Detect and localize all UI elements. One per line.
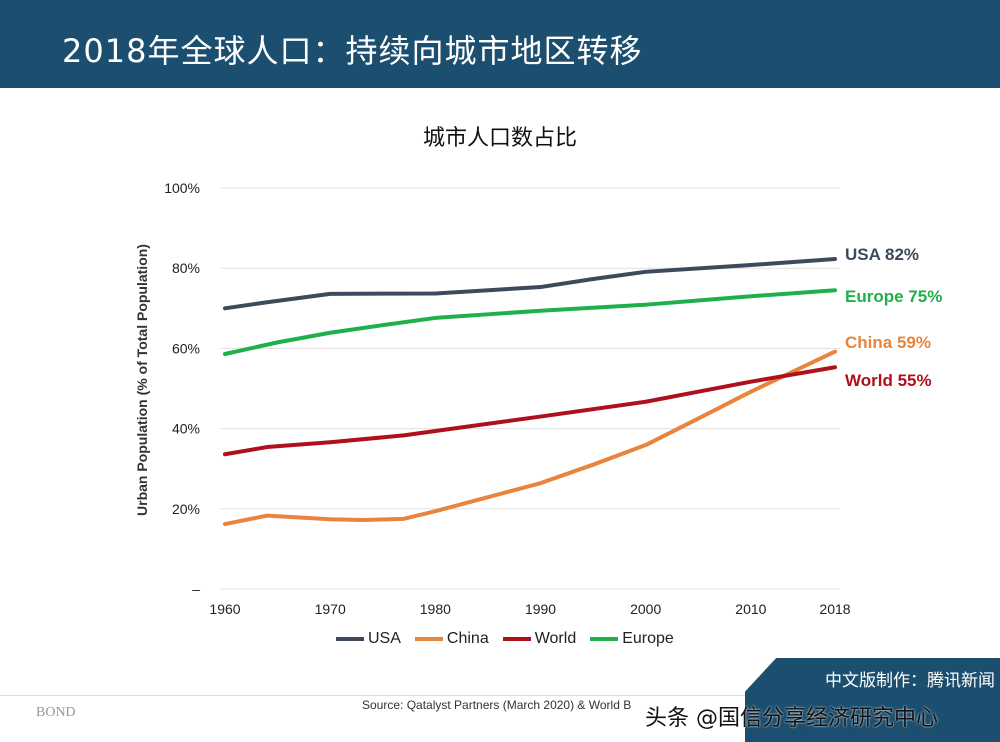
source-note: Source: Qatalyst Partners (March 2020) &…: [362, 698, 632, 712]
x-tick-label: 1990: [525, 601, 556, 617]
end-label-china: China 59%: [845, 333, 931, 352]
x-tick-label: 2018: [819, 601, 850, 617]
legend-swatch: [502, 637, 531, 641]
legend-item-europe: Europe: [590, 630, 674, 648]
page-title: 2018年全球人口：持续向城市地区转移: [62, 32, 643, 70]
series-line-europe: [223, 288, 837, 357]
producer-badge: 中文版制作：腾讯新闻: [745, 658, 1000, 742]
legend: USA China World Europe: [336, 630, 674, 648]
legend-item-world: World: [502, 630, 577, 648]
series-line-usa: [223, 256, 837, 311]
y-tick-label: 60%: [172, 340, 200, 356]
legend-swatch: [336, 637, 364, 641]
watermark: 头条 @国信分享经济研究中心: [645, 706, 938, 731]
y-axis-label: Urban Population (% of Total Population): [134, 244, 150, 516]
x-tick-label: 1980: [420, 601, 451, 617]
legend-label: USA: [368, 630, 401, 647]
legend-swatch: [590, 637, 619, 641]
legend-item-china: China: [414, 630, 489, 648]
legend-label: China: [446, 630, 489, 647]
legend-item-usa: USA: [336, 630, 401, 648]
badge-text: 中文版制作：腾讯新闻: [825, 671, 995, 691]
end-label-world: World 55%: [845, 371, 932, 390]
series-line-world: [223, 365, 837, 457]
y-tick-label: 40%: [172, 421, 200, 437]
divider: [0, 695, 1000, 696]
end-label-europe: Europe 75%: [845, 287, 942, 306]
legend-swatch: [414, 637, 443, 641]
x-tick-label: 1960: [209, 601, 240, 617]
y-tick-label: –: [192, 581, 200, 597]
y-tick-label: 100%: [164, 180, 200, 196]
x-tick-label: 2010: [735, 601, 766, 617]
legend-label: Europe: [622, 630, 674, 647]
y-tick-label: 20%: [172, 501, 200, 517]
series-line-china: [223, 349, 837, 527]
y-tick-label: 80%: [172, 260, 200, 276]
x-tick-label: 1970: [315, 601, 346, 617]
bond-logo: BOND: [36, 705, 76, 720]
chart-title: 城市人口数占比: [422, 126, 577, 151]
legend-label: World: [534, 630, 577, 647]
header-bar: 2018年全球人口：持续向城市地区转移: [0, 0, 1000, 88]
end-label-usa: USA 82%: [845, 245, 919, 264]
x-tick-label: 2000: [630, 601, 661, 617]
